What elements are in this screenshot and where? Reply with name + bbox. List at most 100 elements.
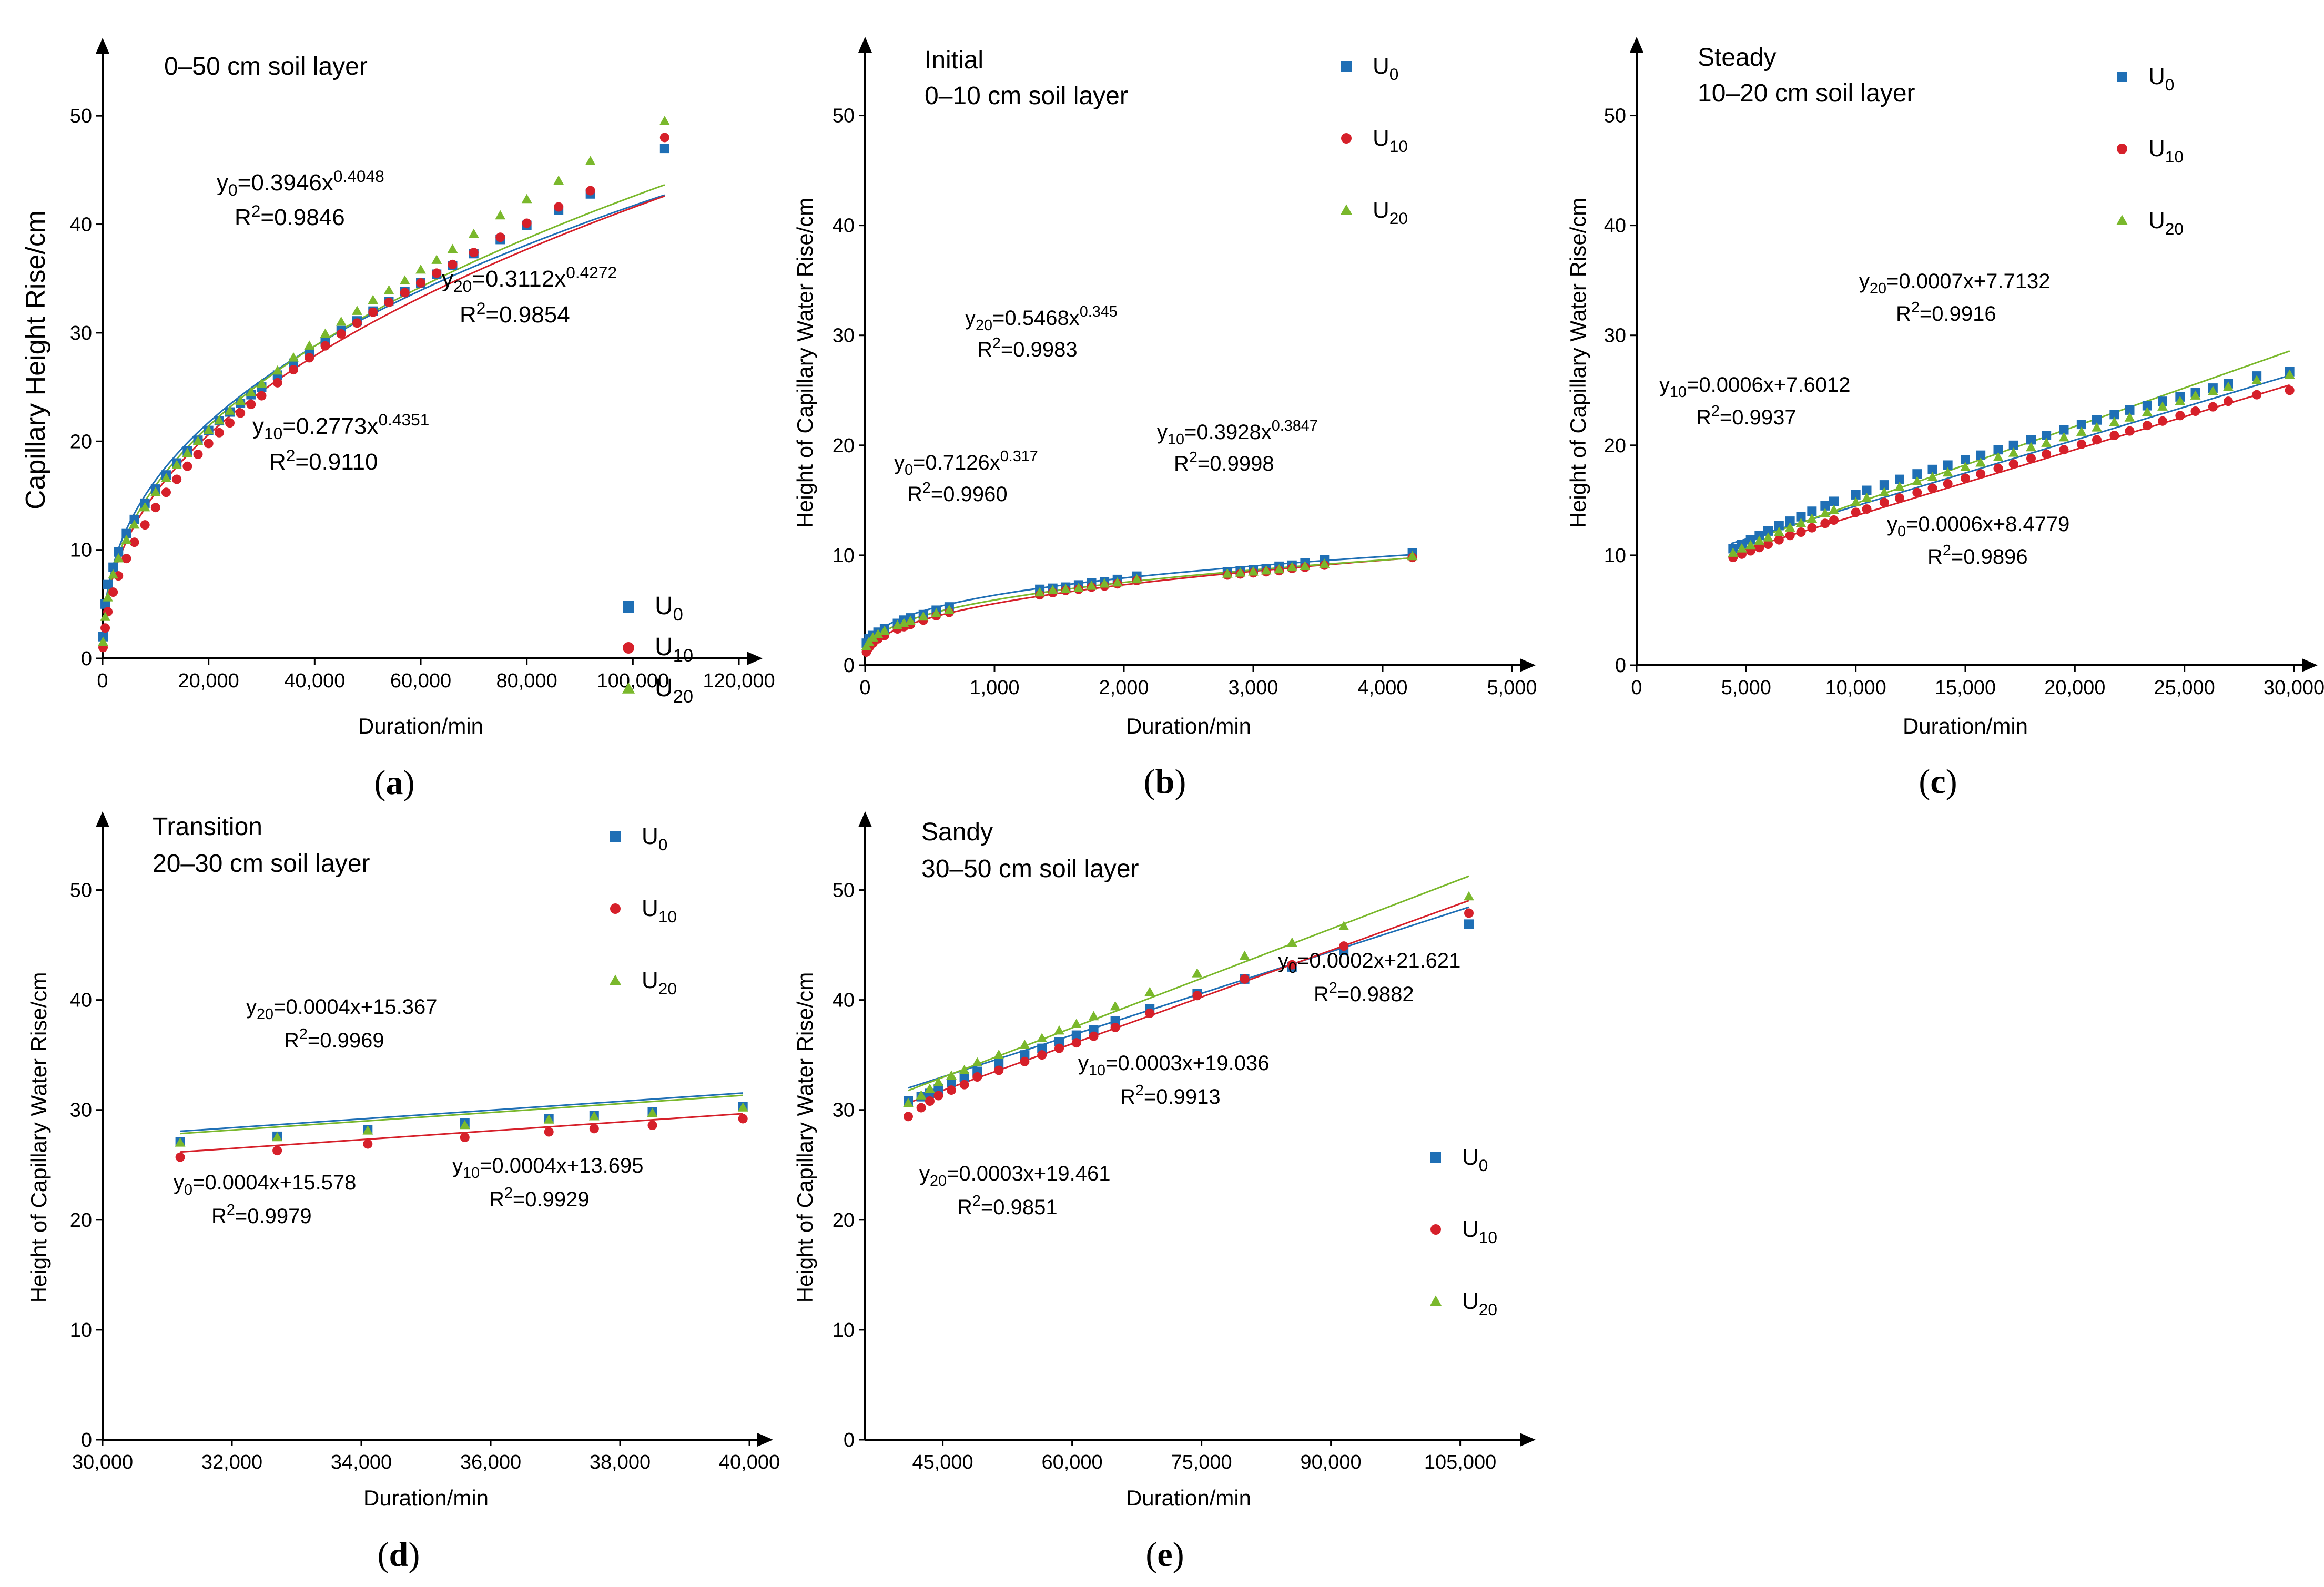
data-point (459, 1120, 470, 1130)
series-U0 (904, 919, 1474, 1106)
x-axis-arrow-icon (757, 1433, 773, 1447)
data-point (1110, 1016, 1120, 1026)
data-point (2252, 390, 2262, 400)
data-point (1754, 535, 1765, 545)
data-point (103, 579, 113, 589)
fit-equation: y20=0.3112x0.4272 (442, 263, 617, 296)
data-point (1020, 1056, 1030, 1066)
data-point (959, 1065, 970, 1074)
y-axis-arrow-icon (858, 811, 872, 827)
data-point (288, 352, 299, 362)
data-point (289, 365, 298, 375)
data-point (1796, 512, 1806, 522)
data-point (2109, 410, 2119, 420)
series-U10 (98, 133, 669, 653)
data-point (1339, 941, 1349, 951)
y-tick-label: 0 (844, 655, 855, 677)
data-point (553, 175, 564, 185)
series-U20 (861, 551, 1418, 650)
data-point (1319, 558, 1330, 568)
data-point (236, 408, 246, 418)
legend-label-U10: U10 (1462, 1216, 1497, 1247)
data-point (495, 210, 506, 220)
legend-marker-U20 (622, 682, 635, 694)
legend-label-U20: U20 (655, 674, 693, 707)
data-point (1110, 1022, 1120, 1032)
chart-panel-d: 30,000 32,000 34,000 36,000 38,000 40,000 0 10 2… (26, 811, 780, 1574)
x-tick-label: 30,000 (2264, 677, 2324, 699)
data-point (1071, 1030, 1081, 1040)
data-point (98, 636, 108, 646)
panel-label: (b) (1144, 762, 1186, 801)
panel-title: 0–10 cm soil layer (925, 82, 1128, 110)
series-U0 (98, 144, 669, 642)
x-tick-label: 105,000 (1424, 1451, 1496, 1473)
data-point (192, 435, 204, 445)
data-point (585, 186, 595, 196)
data-point (1795, 517, 1807, 527)
data-point (916, 1090, 927, 1100)
data-point (1763, 532, 1773, 542)
data-point (416, 278, 425, 288)
y-tick-label: 50 (1604, 105, 1626, 127)
data-point (933, 1077, 944, 1086)
fit-line-U0 (180, 1092, 743, 1132)
panel-title: Initial (925, 46, 983, 74)
legend-marker-U10 (2117, 144, 2127, 154)
data-point (1086, 581, 1097, 590)
x-tick-label: 0 (97, 670, 108, 692)
data-point (460, 1133, 470, 1142)
data-point (362, 1125, 373, 1135)
legend-label-U0: U0 (1373, 53, 1398, 84)
series-U10 (175, 1114, 748, 1162)
data-point (320, 328, 331, 338)
fit-equation: y0=0.3946x0.4048 (217, 167, 384, 199)
data-point (2175, 411, 2185, 421)
data-point (1851, 507, 1861, 517)
data-point (1037, 1050, 1047, 1060)
data-point (1071, 1038, 1081, 1048)
panel-title: Sandy (921, 818, 993, 846)
data-point (879, 625, 890, 635)
y-tick-label: 0 (81, 1429, 92, 1451)
chart-panel-b: 0 1,000 2,000 3,000 4,000 5,000 0 10 20 30 40 50 Dur… (793, 37, 1537, 801)
data-point (1820, 501, 1830, 511)
x-axis-label: Duration/min (358, 714, 483, 738)
data-point (1942, 467, 1953, 477)
data-point (1020, 1050, 1030, 1060)
data-point (1807, 513, 1818, 523)
y-tick-label: 20 (1604, 435, 1626, 457)
y-axis-label: Height of Capillary Water Rise/cm (793, 198, 817, 528)
data-point (1261, 565, 1272, 575)
legend-marker-U20 (1341, 204, 1352, 215)
data-point (2008, 440, 2018, 450)
legend-marker-U20 (2116, 215, 2128, 225)
data-point (336, 316, 347, 326)
fit-equation: y20=0.0004x+15.367 (246, 995, 437, 1023)
data-point (933, 1091, 943, 1101)
data-point (2190, 406, 2200, 416)
data-point (150, 503, 160, 513)
data-point (1240, 974, 1250, 984)
x-tick-label: 5,000 (1721, 677, 1771, 699)
data-point (1807, 506, 1817, 516)
data-point (175, 1137, 186, 1147)
data-point (959, 1080, 969, 1090)
data-point (2142, 406, 2153, 416)
data-point (944, 605, 955, 614)
data-point (175, 1152, 185, 1162)
data-point (1099, 578, 1110, 588)
data-point (368, 294, 379, 304)
legend-marker-U10 (1430, 1224, 1441, 1235)
panel-title: 20–30 cm soil layer (153, 850, 370, 878)
data-point (2092, 415, 2102, 425)
data-point (2076, 426, 2087, 436)
data-point (1927, 464, 1937, 474)
data-point (647, 1121, 657, 1130)
data-point (100, 612, 110, 621)
y-tick-label: 30 (833, 1100, 855, 1122)
x-tick-label: 3,000 (1228, 677, 1278, 699)
data-point (994, 1059, 1004, 1069)
data-point (383, 285, 394, 294)
data-point (448, 259, 458, 269)
